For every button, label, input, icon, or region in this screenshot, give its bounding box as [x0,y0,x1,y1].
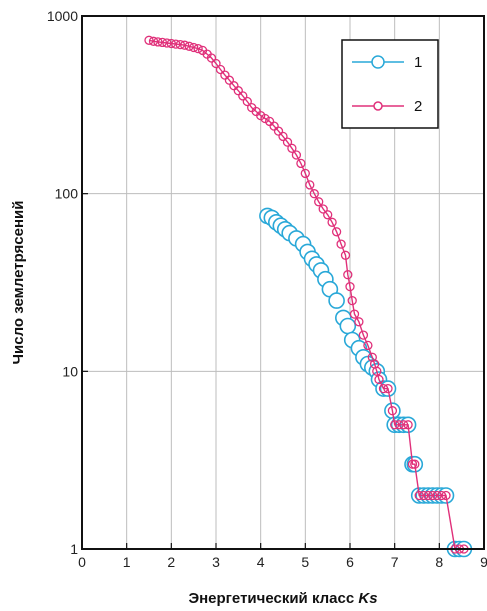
data-point [436,490,447,501]
data-point [398,420,409,430]
data-point [345,281,355,292]
data-point [171,39,181,49]
data-series [144,35,473,558]
legend: 1 2 [341,39,439,129]
x-axis-title: Энергетический класс Ks [188,590,377,607]
data-point [175,39,185,50]
data-point [387,406,398,416]
x-tick-label: 1 [123,554,131,570]
data-point [423,490,433,501]
x-tick-label: 2 [167,554,175,570]
x-tick-label: 5 [301,554,309,570]
data-point [358,330,369,340]
data-point [291,150,302,160]
data-point [323,210,333,220]
data-point [363,340,373,351]
x-tick-label: 9 [480,554,487,570]
data-point [410,459,420,469]
data-point [318,204,328,214]
data-point [180,40,190,50]
x-tick-label: 6 [346,554,354,570]
data-point [367,352,377,362]
data-point [340,250,351,260]
data-point [238,91,248,101]
x-axis-title-text: Энергетический класс [188,590,354,607]
data-point [282,137,293,147]
x-tick-label: 4 [257,554,265,570]
data-point [394,420,404,430]
x-axis-title-symbol: Ks [358,590,377,607]
data-point [144,35,154,45]
x-tick-label: 8 [435,554,443,570]
series-2 [144,35,469,554]
data-point [305,180,315,190]
data-point [419,490,429,501]
legend-label-series-2: 2 [414,98,422,115]
data-point [327,217,337,227]
legend-marker-series-2 [373,101,383,111]
legend-box [341,39,439,129]
data-point [157,37,168,48]
data-point [162,38,172,48]
data-point [153,37,163,47]
data-point [233,86,243,96]
data-point [215,64,226,75]
data-point [390,420,400,430]
data-point [296,158,306,169]
data-point [148,36,159,46]
y-tick-label: 10 [62,363,78,379]
data-point [339,317,357,335]
x-tick-label: 0 [78,554,86,570]
data-point [378,383,389,394]
data-point [287,143,297,153]
x-tick-label: 3 [212,554,220,570]
data-point [372,366,382,376]
data-point [427,490,438,501]
data-point [273,126,284,136]
x-tick-label: 7 [391,554,399,570]
data-point [354,317,364,327]
data-point [331,227,342,237]
data-point [278,131,288,142]
data-point [314,197,324,207]
data-point [414,490,424,501]
data-point [211,58,221,69]
y-axis-title: Число землетрясений [10,201,27,365]
data-point [343,270,353,280]
data-point [309,189,319,199]
data-point [189,42,199,53]
data-point [328,292,345,309]
data-point [224,75,235,85]
data-point [441,490,451,501]
plot-frame [81,15,485,550]
data-point [193,43,203,54]
data-point [242,96,252,107]
legend-label-series-1: 1 [414,54,422,71]
data-point [166,38,176,49]
y-tick-label: 1 [70,541,78,557]
legend-marker-series-1 [371,55,385,69]
y-tick-label: 1000 [47,8,78,24]
data-point [374,374,384,385]
data-point [403,420,413,430]
y-tick-label: 100 [55,186,79,202]
data-point [206,53,217,63]
data-point [347,295,357,306]
data-point [336,239,346,249]
data-point [432,490,442,501]
data-point [349,309,360,319]
data-point [383,383,393,394]
data-point [300,168,310,179]
data-point [184,41,194,51]
